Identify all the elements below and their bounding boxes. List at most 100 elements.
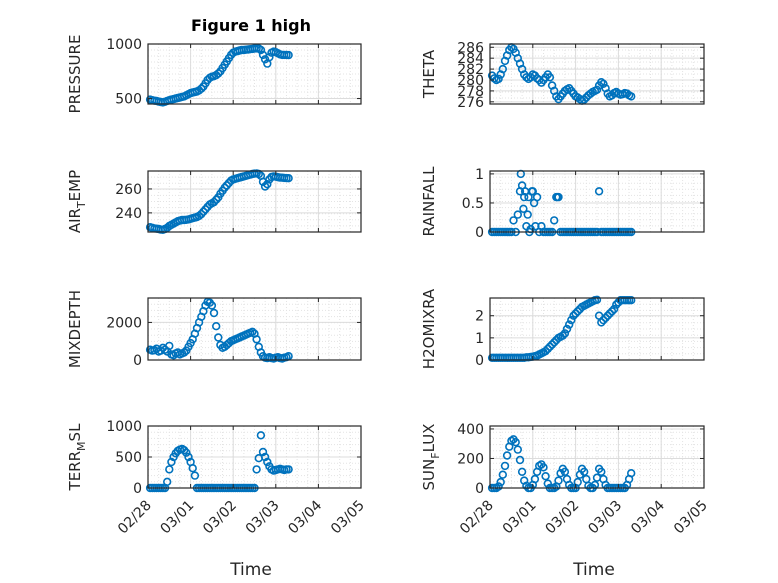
data-point — [263, 180, 272, 189]
data-point — [626, 92, 636, 101]
x-tick-label: 03/02 — [543, 498, 583, 538]
data-point — [609, 304, 619, 314]
data-point — [560, 467, 570, 476]
data-point — [599, 315, 608, 325]
data-point — [599, 79, 608, 89]
data-point — [605, 309, 614, 318]
subplot-h2omixra: 0 1 2 H2OMIXRA — [420, 288, 705, 369]
y-axis-label: RAINFALL — [420, 166, 438, 237]
axes-frame — [147, 43, 362, 105]
data-point — [258, 447, 268, 457]
data-point — [180, 348, 189, 357]
data-point — [220, 183, 229, 192]
data-point — [511, 438, 520, 447]
y-tick-label: 1000 — [106, 419, 142, 435]
y-tick-label: 400 — [457, 422, 484, 438]
data-point — [549, 338, 559, 347]
data-point — [252, 465, 261, 474]
data-point — [284, 465, 293, 474]
y-axis-label: H2OMIXRA — [420, 288, 438, 369]
data-point — [573, 477, 582, 487]
data-point — [260, 182, 270, 191]
data-point — [532, 192, 542, 202]
data-point — [519, 204, 528, 214]
x-tick-label: 03/04 — [628, 497, 668, 537]
y-tick-label: 500 — [115, 92, 142, 108]
data-point — [498, 64, 507, 74]
data-point — [165, 465, 174, 474]
data-point — [597, 318, 606, 327]
data-point — [182, 448, 191, 457]
data-point — [543, 344, 552, 354]
y-tick-label: 0.5 — [462, 196, 484, 212]
y-tick-label: 0 — [475, 481, 484, 497]
data-point — [284, 174, 293, 183]
x-axis-label-left: Time — [229, 560, 272, 580]
x-tick-label: 03/03 — [585, 498, 625, 538]
data-point — [502, 451, 512, 460]
data-point — [496, 477, 505, 487]
y-tick-label: 278 — [457, 84, 484, 100]
data-point — [528, 187, 537, 196]
x-axis-label-right: Time — [572, 560, 615, 580]
y-tick-label: 0 — [475, 225, 484, 241]
subplot-pressure: 500 1000 PRESSURE — [66, 35, 362, 113]
data-point — [571, 309, 580, 318]
data-point — [256, 431, 266, 440]
data-point — [569, 311, 578, 320]
x-tick-label: 03/01 — [500, 498, 540, 538]
x-tick-label: 03/02 — [200, 498, 240, 538]
figure-title: Figure 1 high — [191, 16, 311, 35]
data-point — [184, 452, 193, 462]
y-tick-label: 276 — [457, 95, 484, 111]
data-point — [626, 296, 636, 305]
x-tick-label: 03/01 — [158, 498, 198, 538]
data-point — [190, 471, 200, 480]
data-point — [554, 192, 563, 202]
data-point — [601, 313, 610, 323]
data-point — [607, 307, 617, 316]
data-point — [545, 342, 555, 351]
data-point — [513, 210, 522, 219]
data-point — [509, 216, 518, 225]
y-axis-label: TERRMSL — [66, 423, 88, 492]
data-point — [626, 469, 636, 478]
data-point — [284, 50, 293, 60]
data-point — [214, 333, 223, 342]
y-tick-label: 280 — [457, 73, 484, 89]
x-tick-label: 02/28 — [457, 498, 497, 538]
y-tick-label: 0 — [475, 353, 484, 369]
data-point — [513, 445, 522, 454]
data-point — [558, 331, 567, 340]
y-tick-label: 1 — [475, 167, 484, 183]
data-point — [167, 457, 176, 467]
subplot-air-temp: 240 260 AIRTEMP — [66, 169, 362, 235]
data-point — [567, 315, 576, 325]
data-point — [260, 452, 270, 462]
data-point — [541, 472, 550, 481]
x-tick-label: 03/05 — [328, 498, 368, 538]
data-point — [543, 479, 552, 488]
y-axis-label: SUNFLUX — [420, 424, 442, 491]
y-tick-label: 1000 — [106, 37, 142, 53]
data-point — [214, 69, 223, 78]
data-point — [209, 308, 219, 318]
axes-frame — [489, 170, 705, 233]
data-point — [252, 335, 261, 344]
data-point — [592, 85, 602, 95]
subplot-terr-msl: 0 500 1000 02/28 03/01 03/02 03/03 03/04 03/05 TE… — [66, 419, 368, 537]
data-point — [519, 192, 529, 202]
y-tick-label: 2 — [475, 309, 484, 325]
data-point — [265, 52, 274, 62]
data-point — [517, 467, 527, 476]
subplot-rainfall: 0 0.5 1 RAINFALL — [420, 166, 705, 241]
data-point — [163, 477, 172, 486]
data-point — [209, 197, 219, 207]
y-tick-label: 1 — [475, 331, 484, 347]
data-point — [556, 469, 565, 478]
y-tick-label: 0 — [133, 481, 142, 497]
y-axis-label: THETA — [420, 49, 438, 99]
data-point — [260, 55, 270, 64]
data-point — [554, 476, 563, 485]
